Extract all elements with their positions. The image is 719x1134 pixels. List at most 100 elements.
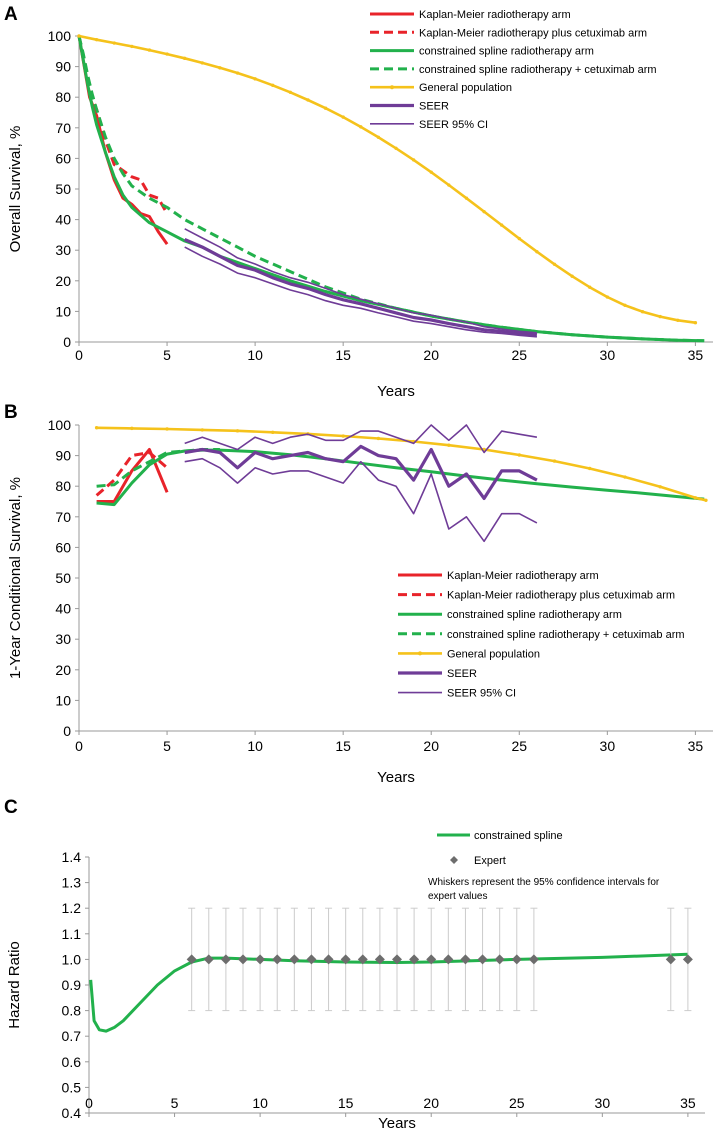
expert-point [682, 954, 693, 965]
series-point-gen [517, 453, 521, 457]
expert-point [255, 954, 266, 965]
legend-swatch-dot [418, 651, 422, 656]
expert-point [494, 954, 505, 965]
series-point-gen [94, 37, 99, 42]
y-axis-title: Hazard Ratio [6, 941, 23, 1029]
expert-point [460, 954, 471, 965]
legend-swatch-expert [450, 856, 458, 864]
y-tick-label: 100 [48, 417, 72, 433]
expert-point [426, 954, 437, 965]
series-point-gen [147, 48, 152, 52]
series-point-gen [77, 34, 81, 38]
x-tick-label: 35 [688, 738, 704, 754]
series-point-gen [552, 459, 557, 463]
legend-label: General population [447, 648, 540, 660]
x-tick-label: 0 [75, 347, 83, 363]
series-point-gen [165, 427, 169, 431]
annotation-text: expert values [428, 891, 487, 902]
series-point-gen [200, 61, 204, 65]
x-tick-label: 10 [252, 1095, 268, 1111]
series-point-gen [271, 83, 275, 87]
series-point-gen [235, 71, 240, 75]
legend-label: SEER [419, 101, 449, 113]
series-point-gen [658, 485, 662, 489]
series-point-gen [323, 106, 328, 110]
y-tick-label: 1.4 [62, 849, 82, 865]
y-tick-label: 1.3 [62, 875, 82, 891]
expert-point [528, 954, 539, 965]
series-point-gen [676, 318, 680, 322]
y-tick-label: 10 [55, 692, 71, 708]
expert-point [374, 954, 385, 965]
legend-label: constrained spline radiotherapy arm [419, 46, 594, 58]
series-line-seer-ci [184, 424, 538, 454]
expert-point [477, 954, 488, 965]
y-axis-title: Overall Survival, % [7, 126, 24, 253]
series-point-gen [288, 90, 293, 95]
series-point-gen [447, 443, 451, 447]
series-line-spline-dash [77, 35, 705, 343]
series-point-gen [341, 115, 345, 119]
y-tick-label: 70 [55, 120, 71, 136]
x-tick-label: 30 [600, 738, 616, 754]
x-axis-title: Years [378, 1115, 416, 1132]
series-point-gen [588, 466, 592, 471]
y-tick-label: 0.7 [62, 1028, 82, 1044]
y-tick-label: 0.9 [62, 977, 82, 993]
y-tick-label: 60 [55, 150, 71, 166]
series-point-gen [165, 52, 169, 56]
legend-label: Kaplan-Meier radiotherapy plus cetuximab… [447, 590, 675, 602]
x-tick-label: 30 [595, 1095, 611, 1111]
x-tick-label: 25 [511, 347, 527, 363]
series-line-km [96, 448, 169, 503]
y-tick-label: 0 [63, 723, 71, 739]
series-line-km-dash [77, 35, 169, 215]
series-line-spline [89, 952, 688, 1033]
series-point-gen [482, 209, 486, 214]
series-point-gen [552, 262, 557, 266]
series-point-gen [623, 475, 627, 479]
series-point-gen [130, 426, 134, 431]
x-tick-label: 5 [163, 738, 171, 754]
panel-letter-b: B [4, 402, 18, 423]
series-point-gen [376, 436, 381, 441]
panel-letter-a: A [4, 4, 18, 25]
series-point-gen [658, 314, 662, 319]
y-tick-label: 20 [55, 273, 71, 289]
y-tick-label: 50 [55, 181, 71, 197]
panel-letter-c: C [4, 797, 18, 818]
series-point-gen [271, 430, 275, 435]
legend-label: constrained spline radiotherapy + cetuxi… [419, 64, 657, 76]
series-point-gen [535, 250, 539, 254]
series-line-seer-ci [184, 246, 537, 338]
annotation-text: Whiskers represent the 95% confidence in… [428, 877, 660, 888]
y-tick-label: 100 [48, 28, 72, 44]
legend-label: SEER [447, 668, 477, 680]
series-point-gen [693, 321, 698, 325]
legend-label: General population [419, 82, 512, 94]
x-tick-label: 15 [338, 1095, 354, 1111]
legend-label: constrained spline [474, 830, 563, 842]
y-tick-label: 10 [55, 303, 71, 319]
y-tick-label: 0.4 [62, 1105, 82, 1121]
series-point-gen [411, 158, 416, 162]
series-point-gen [588, 285, 592, 289]
series-point-gen [605, 295, 610, 299]
y-tick-label: 80 [55, 478, 71, 494]
expert-point [665, 954, 676, 965]
series-point-gen [517, 236, 521, 241]
y-tick-label: 60 [55, 539, 71, 555]
series-line-seer-ci [184, 457, 538, 543]
series-point-gen [112, 41, 116, 45]
x-tick-label: 25 [509, 1095, 525, 1111]
series-point-gen [464, 196, 469, 200]
series-point-gen [499, 223, 504, 227]
legend-label: Expert [474, 855, 506, 867]
series-point-gen [640, 310, 645, 314]
expert-point [409, 954, 420, 965]
panel-b-chart: 0 10 20 30 40 50 60 70 80 90 100 0 5 10 15 20 25 30 35 Year… [7, 417, 713, 786]
series-point-gen [394, 146, 398, 151]
series-point-gen [253, 77, 257, 81]
expert-point [392, 954, 402, 965]
